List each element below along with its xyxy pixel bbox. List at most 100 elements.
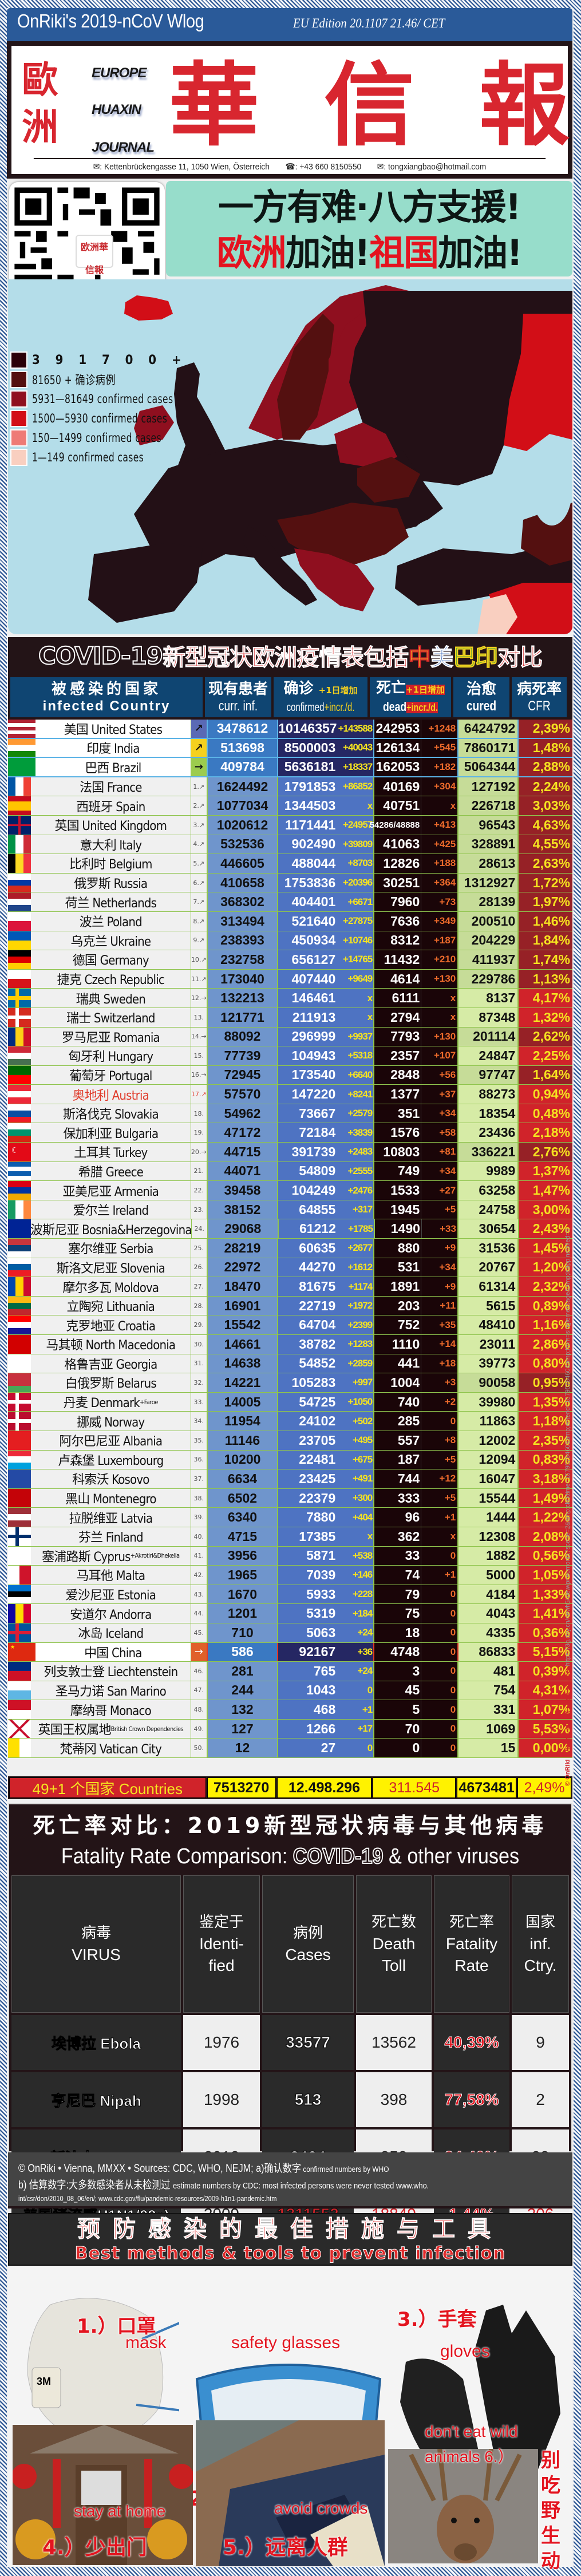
confirmed: 404401 +6671 bbox=[278, 892, 374, 911]
flag-icon bbox=[8, 931, 31, 950]
rank-trend: 26. bbox=[190, 1258, 207, 1277]
cured: 11863 bbox=[458, 1412, 518, 1431]
confirmed: 61212 +1785 bbox=[278, 1219, 374, 1239]
confirmed: 44270 +1612 bbox=[278, 1258, 374, 1277]
country-name: 摩纳哥 Monaco bbox=[30, 1700, 191, 1719]
legend-item: 81650 + 确诊病例 bbox=[10, 370, 204, 389]
country-name: 摩尔多瓦 Moldova bbox=[30, 1277, 191, 1296]
rank-trend: ↗ bbox=[190, 720, 207, 738]
confirmed: 146461 x bbox=[278, 989, 374, 1008]
rank-trend: 29. bbox=[190, 1315, 207, 1334]
fatality-header-cell: 鉴定于 Identi-fied bbox=[183, 1875, 260, 2013]
phone[interactable]: ☎: +43 660 8150550 bbox=[285, 162, 362, 172]
cfr: 1,64% bbox=[519, 1065, 572, 1085]
legend-swatch bbox=[10, 371, 27, 388]
cfr: 0,36% bbox=[519, 1623, 572, 1642]
deaths: 557 +8 bbox=[374, 1431, 457, 1450]
confirmed: 54809 +2555 bbox=[278, 1161, 374, 1181]
rank-trend: 34. bbox=[190, 1412, 207, 1431]
flag-icon bbox=[8, 738, 35, 757]
deer-icon bbox=[388, 2449, 538, 2563]
deaths: 45 0 bbox=[374, 1681, 457, 1700]
table-row: 科索沃 Kosovo 37. 6634 23425 +491 744 +12 16047 3,1… bbox=[8, 1469, 572, 1489]
country-name: 巴西 Brazil bbox=[35, 758, 191, 776]
flag-icon bbox=[8, 1123, 31, 1143]
data-source-vertical[interactable]: © OnRiki · Vienna, MMXX · data source: h… bbox=[564, 1228, 571, 1786]
table-row: 乌克兰 Ukraine 9.↗ 238393 450934 +10746 8312 +187… bbox=[8, 931, 572, 951]
confirmed: 1043 0 bbox=[278, 1681, 374, 1700]
confirmed: 81675 +1174 bbox=[278, 1277, 374, 1296]
table-row: 巴西 Brazil → 409784 5636181 +18337 162053 +182 5… bbox=[8, 758, 573, 777]
legend-label: 5931—81649 confirmed cases bbox=[32, 392, 173, 406]
cured: 5615 bbox=[458, 1296, 518, 1315]
cured: 4184 bbox=[458, 1585, 518, 1604]
deaths: 531 +34 bbox=[374, 1258, 457, 1277]
cured: 28139 bbox=[458, 892, 518, 911]
country-name: 美国 United States bbox=[35, 720, 191, 738]
current-infected: 11954 bbox=[207, 1412, 278, 1431]
current-infected: 54962 bbox=[207, 1104, 278, 1123]
col-current: 现有患者 curr. inf. bbox=[205, 677, 271, 717]
flag-icon bbox=[8, 1392, 31, 1412]
table-row: 瑞士 Switzerland 13. 121771 211913 x 2794 x 87348… bbox=[8, 1008, 572, 1028]
current-infected: 38152 bbox=[207, 1200, 278, 1219]
current-infected: 281 bbox=[207, 1662, 278, 1681]
cfr: 2,63% bbox=[519, 854, 572, 873]
slogan-line-1: 一方有难·八方支援! bbox=[218, 186, 521, 228]
country-name: 俄罗斯 Russia bbox=[30, 873, 191, 892]
table-row: 卢森堡 Luxembourg 36. 10200 22481 +675 187 +5 1209… bbox=[8, 1450, 572, 1470]
deaths: 1945 +5 bbox=[374, 1200, 457, 1219]
table-row: 阿尔巴尼亚 Albania 35. 11146 23705 +495 557 +8 12002… bbox=[8, 1431, 572, 1451]
legend-swatch bbox=[10, 410, 27, 427]
prevention-section: 预防感染的最佳措施与工具 Best methods & tools to pre… bbox=[8, 2213, 572, 2576]
country-name: 斯洛文尼亚 Slovenia bbox=[30, 1258, 191, 1277]
masthead: 歐洲 EUROPE HUAXIN JOURNAL 華信報 ✉: Kettenbr… bbox=[7, 41, 572, 179]
fatality-row: 埃博拉 Ebola 1976 33577 13562 40,39% 9 bbox=[11, 2015, 569, 2070]
table-row: 塞浦路斯 Cyprus +Akrotiri&Dhekelia 41. 3956 5871… bbox=[8, 1546, 572, 1566]
rank-trend: 20.→ bbox=[190, 1143, 207, 1161]
rank-trend: 38. bbox=[190, 1488, 207, 1508]
current-infected: 132 bbox=[207, 1700, 278, 1719]
country-name: 中国 China bbox=[35, 1642, 191, 1662]
year-identified: 1976 bbox=[183, 2015, 260, 2070]
current-infected: 127 bbox=[207, 1719, 278, 1739]
table-row: 摩尔多瓦 Moldova 27. 18470 81675 +1174 1891 +9 6131… bbox=[8, 1277, 572, 1297]
cured: 201114 bbox=[458, 1027, 518, 1046]
cured: 28613 bbox=[458, 854, 518, 873]
confirmed: 22481 +675 bbox=[278, 1450, 374, 1469]
flag-icon bbox=[8, 1085, 31, 1104]
deaths: 752 +35 bbox=[374, 1315, 457, 1334]
cured: 16047 bbox=[458, 1469, 518, 1488]
current-infected: 77739 bbox=[207, 1046, 278, 1065]
flag-icon bbox=[8, 911, 31, 931]
deaths: 7636 +349 bbox=[374, 911, 457, 931]
confirmed: 5636181 +18337 bbox=[278, 758, 374, 776]
legend-label: 3 9 1 7 0 0 + bbox=[32, 353, 187, 368]
table-row: 黑山 Montenegro 38. 6502 22379 +300 333 +5 15544 1… bbox=[8, 1488, 572, 1508]
table-row: 冰岛 Iceland 45. 710 5063 +24 18 0 4335 0,36% bbox=[8, 1623, 572, 1643]
table-row: 亚美尼亚 Armenia 22. 39458 104249 +2476 1533 +27 63… bbox=[8, 1181, 572, 1200]
confirmed: 73667 +2579 bbox=[278, 1104, 374, 1123]
confirmed: 22719 +1972 bbox=[278, 1296, 374, 1315]
table-row: 奥地利 Austria 17.↗ 57570 147220 +8241 1377 +37 88… bbox=[8, 1085, 572, 1104]
deaths: 2848 +56 bbox=[374, 1065, 457, 1085]
country-name: 克罗地亚 Croatia bbox=[30, 1315, 191, 1334]
current-infected: 710 bbox=[207, 1623, 278, 1642]
cfr: 1,07% bbox=[519, 1700, 572, 1719]
cfr: 5,15% bbox=[519, 1642, 573, 1662]
email[interactable]: ✉: tongxiangbao@hotmail.com bbox=[377, 162, 487, 172]
table-row: 英国 United Kingdom 3.↗ 1020612 1171441 +24957… bbox=[8, 815, 572, 835]
rank-trend: 28. bbox=[190, 1296, 207, 1315]
table-row: 捷克 Czech Republic 11.↗ 173040 407440 +9649 46… bbox=[8, 969, 572, 989]
contact-line: ✉: Kettenbrückengasse 11, 1050 Wien, Öst… bbox=[33, 158, 546, 174]
table-row: 英国王权属地 British Crown Dependencies 49. 127 12… bbox=[8, 1719, 572, 1739]
cfr: 3,18% bbox=[519, 1469, 572, 1488]
table-row: 比利时 Belgium 5.↗ 446605 488044 +8703 12826 +188… bbox=[8, 854, 572, 874]
item1-label-zh: 1.）口罩 bbox=[77, 2315, 156, 2338]
gloves-image bbox=[389, 2299, 566, 2488]
current-infected: 173040 bbox=[207, 969, 278, 989]
confirmed: 450934 +10746 bbox=[278, 931, 374, 950]
current-infected: 88092 bbox=[207, 1027, 278, 1046]
cured: 86833 bbox=[458, 1642, 518, 1662]
country-name: 丹麦 Denmark +Faroe bbox=[30, 1392, 191, 1412]
